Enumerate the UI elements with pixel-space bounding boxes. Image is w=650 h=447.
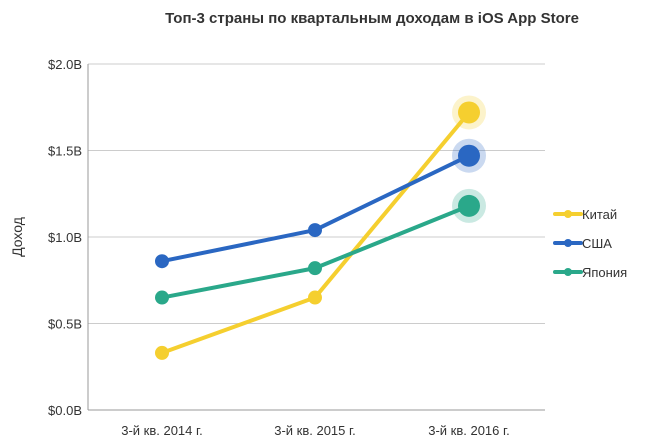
series-line — [161, 153, 470, 264]
y-axis-label: Доход — [9, 217, 25, 257]
y-tick-label: $0.5B — [48, 317, 82, 332]
data-point — [458, 194, 480, 217]
y-tick-label: $1.0B — [48, 230, 82, 245]
data-point — [308, 290, 322, 305]
data-point — [155, 290, 169, 305]
legend-label: Япония — [582, 265, 627, 280]
chart-title: Топ-3 страны по квартальным доходам в iO… — [165, 10, 579, 27]
x-tick-label: 3-й кв. 2014 г. — [121, 423, 203, 438]
legend-label: Китай — [582, 207, 617, 222]
y-tick-label: $1.5B — [48, 144, 82, 159]
data-point — [308, 223, 322, 238]
y-tick-label: $0.0B — [48, 403, 82, 418]
data-point — [155, 254, 169, 269]
legend-marker — [564, 239, 572, 247]
legend-marker — [564, 210, 572, 218]
x-tick-label: 3-й кв. 2016 г. — [428, 423, 510, 438]
y-tick-label: $2.0B — [48, 57, 82, 72]
x-tick-label: 3-й кв. 2015 г. — [274, 423, 356, 438]
data-point — [155, 345, 169, 360]
legend-marker — [564, 268, 572, 276]
data-point — [458, 144, 480, 167]
legend-label: США — [582, 236, 612, 251]
data-point — [308, 261, 322, 276]
data-point — [458, 101, 480, 124]
